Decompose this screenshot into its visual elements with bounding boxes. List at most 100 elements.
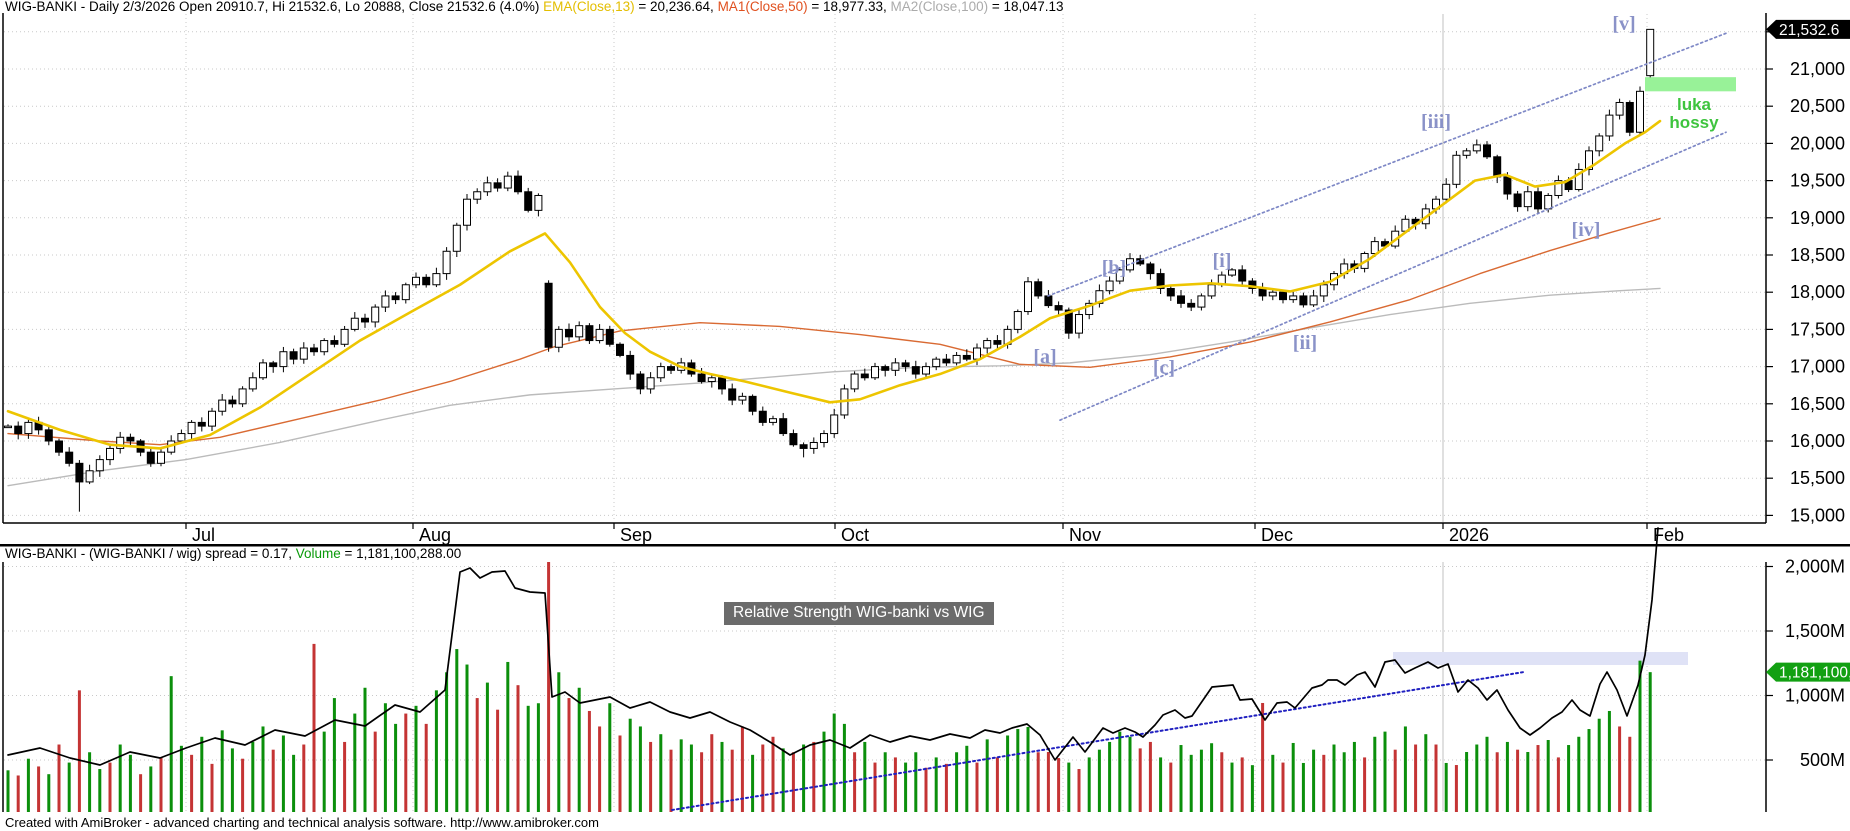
candle-body-up — [1197, 295, 1206, 308]
volume-bar-up — [955, 752, 959, 812]
volume-bar-up — [1159, 757, 1163, 812]
candle-body-up — [707, 377, 716, 382]
volume-bar-up — [1638, 660, 1642, 812]
candle-body-up — [871, 366, 879, 379]
volume-bar-up — [1271, 754, 1275, 812]
candle-body-up — [738, 395, 747, 401]
volume-bar-up — [220, 730, 224, 812]
volume-bar-up — [251, 741, 255, 812]
candle-body-up — [24, 421, 33, 435]
candle-body-up — [1075, 314, 1083, 334]
candle-body-down — [391, 295, 400, 301]
candle-body-up — [483, 182, 492, 193]
volume-bar-down — [159, 757, 163, 812]
rs-trendline — [671, 671, 1525, 811]
ema-value: = 20,236.64, — [634, 0, 718, 14]
volume-bar-up — [445, 672, 449, 812]
candle-body-up — [157, 451, 165, 464]
volume-bar-up — [1607, 710, 1611, 812]
candle-body-up — [95, 459, 104, 472]
candle-body-down — [758, 410, 767, 423]
relative-strength-overlay-label: Relative Strength WIG-banki vs WIG — [724, 602, 994, 625]
candle-body-down — [1166, 287, 1175, 297]
candle-body-down — [330, 340, 339, 345]
volume-callout-box — [1766, 662, 1850, 682]
ma1-label: MA1(Close,50) — [717, 0, 808, 14]
candle-body-up — [1024, 281, 1032, 313]
volume-bar-down — [1556, 757, 1560, 812]
volume-bar-down — [37, 766, 41, 812]
volume-bar-down — [57, 744, 61, 812]
volume-callout-text: 1,181,100,2 — [1779, 665, 1850, 682]
volume-bar-down — [853, 752, 857, 812]
candle-body-down — [1299, 295, 1308, 306]
candle-body-down — [146, 451, 155, 464]
volume-bar-down — [975, 762, 979, 812]
price-axis-label: 20,500 — [1790, 96, 1845, 116]
candle-body-down — [860, 373, 869, 379]
candle-body-up — [1309, 295, 1318, 306]
candle-body-down — [1483, 144, 1491, 158]
candle-body-up — [85, 470, 94, 483]
volume-bar-up — [1097, 749, 1101, 812]
candle-body-up — [218, 399, 227, 412]
candle-body-down — [626, 354, 635, 375]
candle-body-up — [534, 194, 543, 211]
volume-bar-up — [363, 687, 367, 812]
month-axis-label-Aug: Aug — [419, 525, 451, 545]
volume-bar-down — [424, 723, 428, 812]
volume-bar-up — [322, 731, 326, 812]
volume-bar-up — [1230, 762, 1234, 812]
candle-body-up — [1544, 194, 1553, 210]
candle-body-down — [1034, 281, 1043, 297]
candle-body-up — [442, 250, 451, 275]
bullish-gap-highlight — [1645, 77, 1736, 92]
volume-bar-up — [455, 649, 459, 812]
volume-bar-down — [771, 736, 775, 812]
volume-bars — [6, 562, 1652, 812]
candle-body-up — [340, 328, 349, 345]
volume-bar-up — [536, 703, 540, 812]
volume-bar-down — [404, 713, 408, 812]
candle-body-up — [575, 325, 584, 338]
price-axis-label: 19,500 — [1790, 171, 1845, 191]
candle-body-down — [1258, 287, 1267, 297]
candle-body-down — [1534, 191, 1542, 210]
candle-body-up — [1370, 241, 1379, 255]
volume-bar-up — [281, 735, 285, 812]
volume-bar-down — [618, 735, 622, 812]
price-axis-label: 18,000 — [1790, 282, 1845, 302]
volume-bar-up — [179, 745, 183, 812]
ema-label: EMA(Close,13) — [543, 0, 635, 14]
candle-body-up — [248, 377, 257, 390]
volume-bar-down — [944, 763, 948, 812]
volume-bar-up — [353, 713, 357, 812]
volume-bar-up — [1444, 762, 1448, 812]
chart-title-bar: WIG-BANKI - Daily 2/3/2026 Open 20910.7,… — [5, 0, 1064, 14]
candle-body-up — [1289, 295, 1298, 301]
volume-bar-down — [1077, 769, 1081, 812]
month-axis-label-Oct: Oct — [841, 525, 869, 545]
volume-bar-up — [67, 762, 71, 812]
volume-bar-up — [1179, 745, 1183, 812]
candle-body-up — [1472, 144, 1481, 152]
candle-body-up — [1319, 284, 1328, 297]
candle-body-down — [779, 418, 788, 435]
volume-bar-up — [1403, 726, 1407, 812]
candle-body-up — [4, 425, 12, 429]
volume-bar-up — [88, 752, 92, 812]
price-axis-label: 18,500 — [1790, 245, 1845, 265]
main-chart-plot-area[interactable] — [3, 13, 1766, 523]
panel-separator — [0, 544, 1850, 547]
price-axis-label: 15,500 — [1790, 468, 1845, 488]
volume-bar-down — [812, 741, 816, 812]
candle-body-down — [14, 425, 23, 435]
month-axis-label-Dec: Dec — [1261, 525, 1293, 545]
candle-body-up — [208, 410, 216, 427]
volume-bar-up — [904, 762, 908, 812]
volume-bar-up — [169, 676, 173, 812]
relative-strength-line — [7, 527, 1659, 766]
volume-bar-down — [516, 685, 520, 812]
volume-bar-down — [1261, 702, 1265, 812]
